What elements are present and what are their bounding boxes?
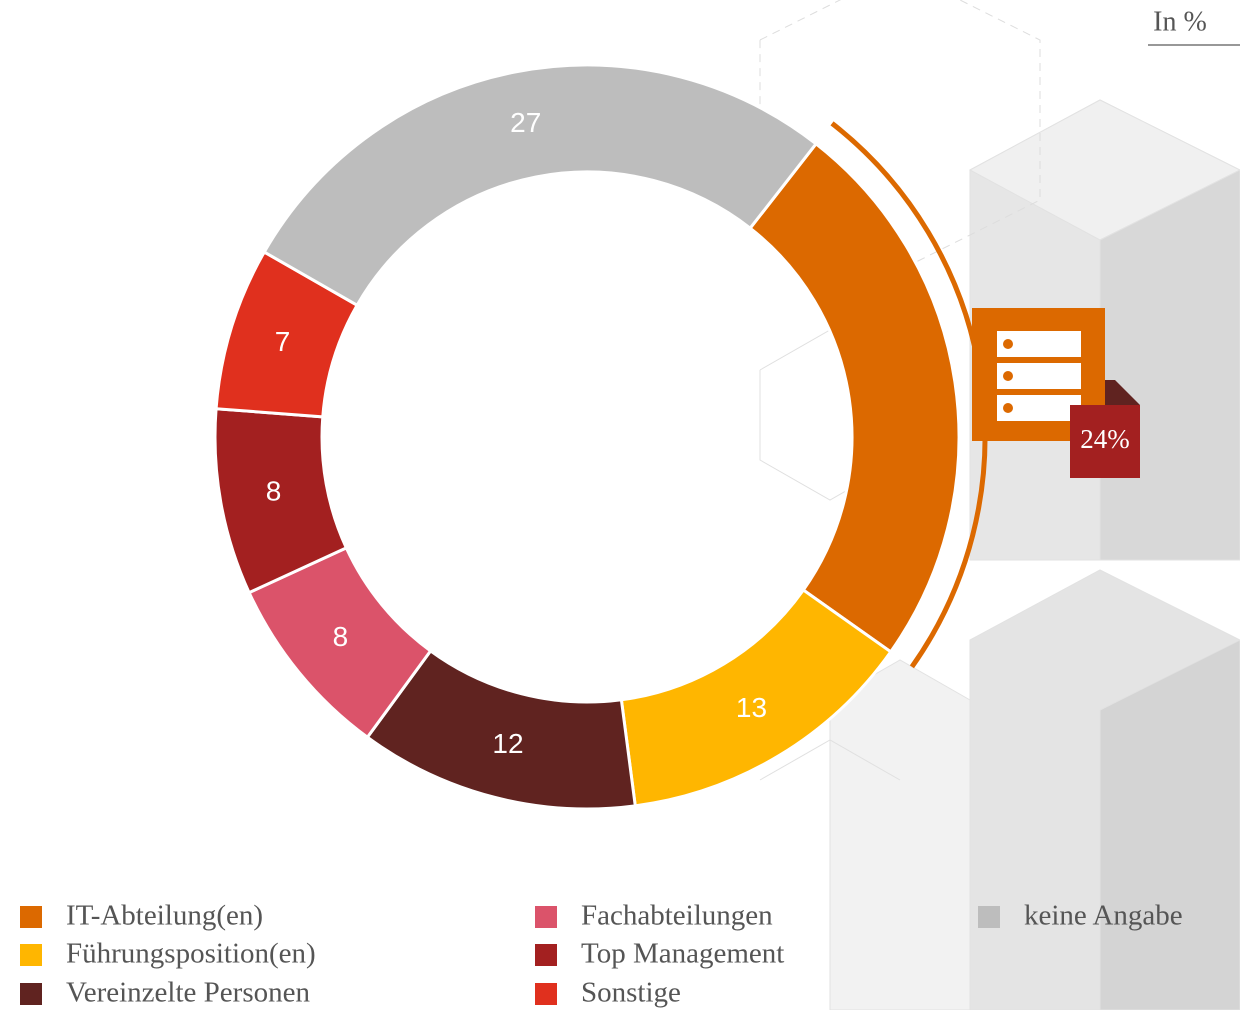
server-dot: [1003, 339, 1013, 349]
server-dot: [1003, 371, 1013, 381]
server-dot: [1003, 403, 1013, 413]
legend-label: Fachabteilungen: [581, 900, 773, 932]
legend-label: Vereinzelte Personen: [66, 977, 310, 1009]
legend-label: keine Angabe: [1024, 900, 1183, 932]
data-label: 24%: [1080, 424, 1130, 454]
legend-label: Sonstige: [581, 977, 681, 1009]
background-cubes: [760, 0, 1240, 1010]
data-label: 12: [492, 728, 523, 759]
data-label: 27: [510, 107, 541, 138]
data-label: 7: [275, 326, 291, 357]
legend-swatch: [535, 983, 557, 1005]
legend-label: IT-Abteilung(en): [66, 900, 263, 932]
donut-segment: [750, 144, 959, 652]
data-label: 8: [266, 476, 282, 507]
legend-swatch: [978, 906, 1000, 928]
data-label: 13: [736, 692, 767, 723]
page: {"chart_data": {"type": "donut", "unit":…: [0, 0, 1240, 1010]
data-label: 8: [333, 621, 349, 652]
unit-label: In %: [1153, 6, 1207, 37]
legend-swatch: [20, 944, 42, 966]
legend-swatch: [535, 944, 557, 966]
donut: [215, 65, 959, 809]
legend-swatch: [535, 906, 557, 928]
chart: In % IT-Abteilung(en) Führungsposition(en…: [0, 0, 1240, 1010]
donut-segment: [264, 65, 816, 305]
legend-swatch: [20, 983, 42, 1005]
legend-label: Top Management: [581, 938, 784, 970]
legend-label: Führungsposition(en): [66, 938, 316, 970]
legend-swatch: [20, 906, 42, 928]
